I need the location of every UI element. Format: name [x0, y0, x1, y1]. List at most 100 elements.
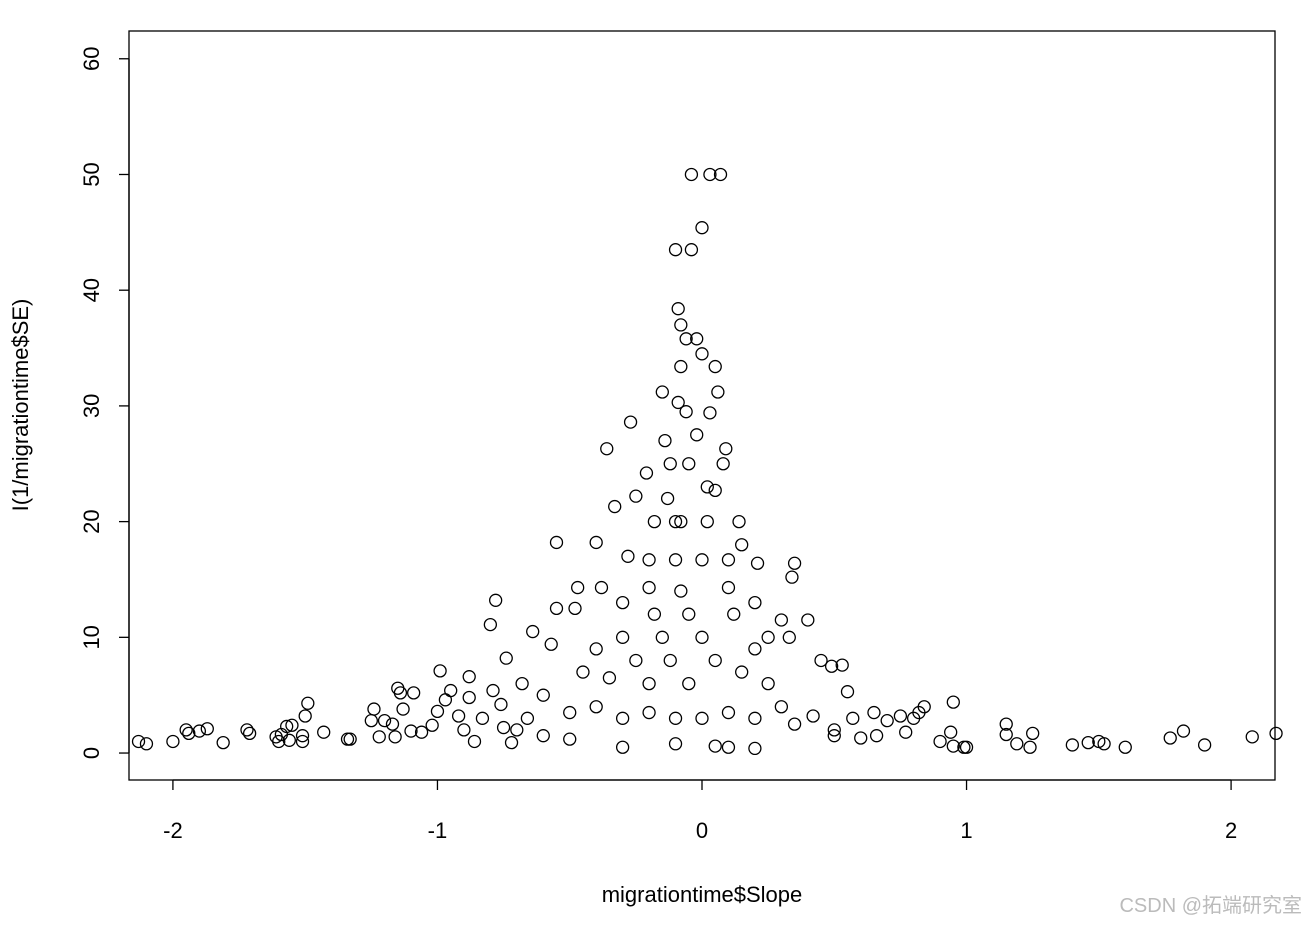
point [563, 705, 577, 720]
point [806, 709, 820, 723]
point [695, 553, 709, 567]
point [1269, 726, 1283, 741]
point [727, 607, 741, 621]
point [364, 713, 378, 728]
point [589, 535, 603, 550]
point [827, 729, 841, 743]
point [240, 723, 254, 737]
point [824, 659, 839, 673]
y-tick-label: 40 [79, 278, 104, 302]
x-tick-label: -2 [163, 818, 183, 843]
point [496, 720, 511, 735]
point [494, 697, 508, 712]
point [684, 167, 699, 182]
point [600, 442, 614, 456]
point [642, 580, 656, 595]
point [444, 683, 458, 698]
point [668, 553, 683, 567]
point [594, 580, 609, 595]
point [869, 729, 884, 743]
point [589, 700, 603, 714]
point [615, 711, 630, 725]
point [639, 466, 654, 480]
point [623, 415, 638, 429]
point [721, 553, 736, 567]
y-tick-label: 0 [79, 747, 104, 759]
point [1023, 740, 1037, 754]
point [520, 711, 535, 725]
point [700, 514, 714, 529]
point [467, 734, 482, 749]
point [713, 167, 728, 182]
point [391, 681, 405, 695]
point [1026, 726, 1040, 741]
point [280, 719, 294, 734]
point [959, 740, 974, 754]
point [615, 595, 630, 610]
point [602, 671, 617, 685]
point [510, 723, 524, 737]
point [999, 727, 1013, 742]
point [486, 683, 500, 698]
point [840, 685, 855, 699]
point [179, 723, 193, 737]
point [404, 724, 418, 738]
point [499, 651, 513, 665]
point [317, 725, 331, 739]
point [589, 642, 603, 656]
point [893, 709, 908, 723]
point [1097, 737, 1111, 751]
point [668, 243, 683, 257]
point [340, 732, 355, 746]
point [475, 711, 490, 725]
x-tick-label: 0 [696, 818, 708, 843]
point [814, 653, 828, 668]
point [571, 580, 585, 595]
point [668, 737, 683, 751]
point [679, 332, 693, 346]
point [690, 428, 704, 442]
point [301, 696, 315, 710]
point [489, 593, 503, 607]
point [695, 221, 709, 235]
point [899, 725, 913, 739]
point [682, 607, 696, 621]
point [716, 457, 730, 471]
x-axis-label: migrationtime$Slope [602, 882, 803, 907]
point [748, 741, 762, 756]
point [674, 318, 688, 332]
point [703, 167, 717, 182]
y-tick-label: 20 [79, 509, 104, 533]
point [721, 705, 736, 720]
point [367, 702, 381, 716]
point [674, 514, 688, 529]
point [343, 732, 357, 746]
point [549, 601, 564, 616]
point [658, 433, 672, 448]
point [748, 595, 762, 610]
point [719, 442, 733, 456]
point [216, 735, 230, 750]
point [690, 332, 704, 346]
point [827, 723, 841, 737]
point [647, 607, 662, 621]
point [732, 514, 746, 529]
point [1245, 730, 1259, 744]
point [1176, 724, 1191, 738]
point [242, 726, 257, 741]
point [608, 499, 622, 514]
y-tick-label: 30 [79, 394, 104, 418]
point [483, 617, 498, 632]
point [761, 630, 775, 644]
point [406, 686, 421, 700]
point [272, 734, 286, 749]
point [192, 724, 207, 738]
y-tick-label: 60 [79, 47, 104, 71]
point [642, 553, 656, 567]
point [835, 658, 849, 672]
x-tick-label: 1 [960, 818, 972, 843]
point [703, 406, 717, 420]
point [695, 630, 709, 644]
point [700, 480, 714, 494]
